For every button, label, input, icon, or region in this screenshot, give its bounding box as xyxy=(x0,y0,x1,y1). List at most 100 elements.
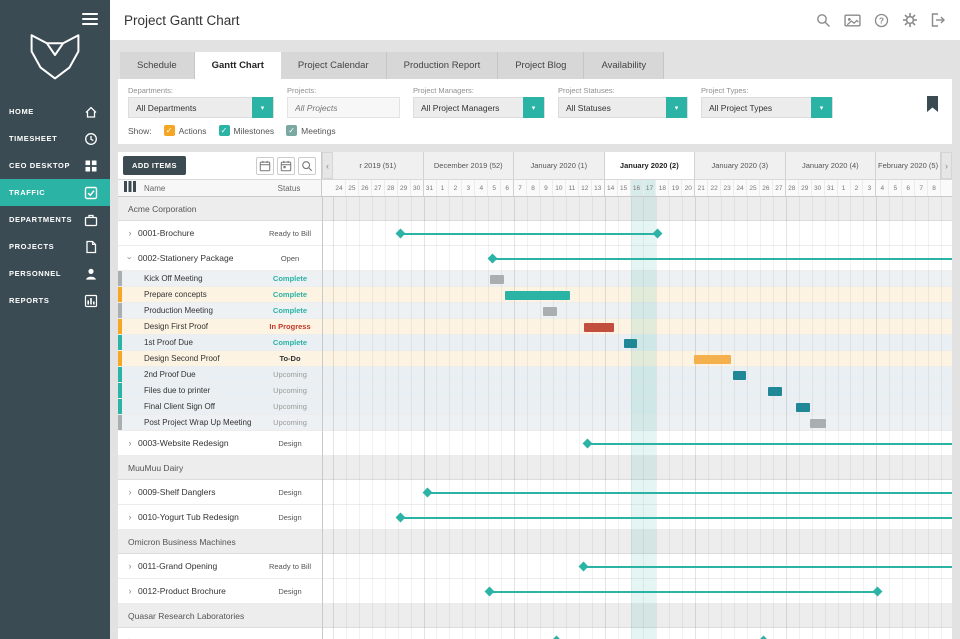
project-row[interactable]: › 0009-Shelf Danglers Design xyxy=(118,480,952,505)
tab-project-blog[interactable]: Project Blog xyxy=(498,52,585,79)
project-statuses-select[interactable]: All Statuses ▾ xyxy=(558,97,688,118)
columns-icon[interactable] xyxy=(124,179,136,197)
type-strip xyxy=(118,335,122,350)
gantt-bar[interactable] xyxy=(505,290,570,300)
collapse-icon[interactable]: › xyxy=(125,256,135,260)
week-header-cell[interactable]: January 2020 (4) xyxy=(785,152,877,179)
expand-icon[interactable]: › xyxy=(128,512,132,522)
project-row[interactable]: › 0003-Website Redesign Design xyxy=(118,431,952,456)
tab-schedule[interactable]: Schedule xyxy=(120,52,195,79)
task-row[interactable]: 2nd Proof Due Upcoming xyxy=(118,367,952,383)
help-icon[interactable]: ? xyxy=(874,13,889,28)
departments-select[interactable]: All Departments ▾ xyxy=(128,97,274,118)
gantt-bar-line[interactable] xyxy=(489,590,878,593)
sidebar-item-traffic[interactable]: TRAFFIC xyxy=(0,179,110,206)
row-name: 0009-Shelf Danglers xyxy=(138,487,216,497)
project-managers-select[interactable]: All Project Managers ▾ xyxy=(413,97,545,118)
gantt-bar-line[interactable] xyxy=(492,257,952,260)
show-milestones-checkbox[interactable]: ✓ Milestones xyxy=(218,125,274,136)
gantt-bar-line[interactable] xyxy=(583,565,952,568)
day-header-cell: 27 xyxy=(372,180,385,196)
gantt-bar[interactable] xyxy=(796,402,811,412)
week-header-cell[interactable]: February 2020 (5) xyxy=(876,152,942,179)
task-row[interactable]: Post Project Wrap Up Meeting Upcoming xyxy=(118,415,952,431)
task-row[interactable]: Design Second Proof To-Do xyxy=(118,351,952,367)
bookmark-button[interactable] xyxy=(925,95,940,116)
day-header-cell: 29 xyxy=(799,180,812,196)
scroll-left-icon[interactable]: ‹ xyxy=(322,152,333,179)
gantt-bar[interactable] xyxy=(732,370,746,380)
tab-availability[interactable]: Availability xyxy=(584,52,665,79)
expand-icon[interactable]: › xyxy=(128,586,132,596)
gantt-bar[interactable] xyxy=(767,386,782,396)
expand-icon[interactable]: › xyxy=(122,635,138,639)
add-items-button[interactable]: ADD ITEMS xyxy=(123,156,186,175)
gantt-bar[interactable] xyxy=(542,306,557,316)
expand-icon[interactable]: › xyxy=(128,487,132,497)
project-row[interactable]: › 0001-Brochure Ready to Bill xyxy=(118,221,952,246)
project-row[interactable]: › 0012-Product Brochure Design xyxy=(118,579,952,604)
projects-input[interactable] xyxy=(287,97,400,118)
gallery-icon[interactable] xyxy=(844,13,861,28)
task-row[interactable]: Prepare concepts Complete xyxy=(118,287,952,303)
task-row[interactable]: Final Client Sign Off Upcoming xyxy=(118,399,952,415)
gantt-bar[interactable] xyxy=(489,274,504,284)
show-meetings-checkbox[interactable]: ✓ Meetings xyxy=(286,125,336,136)
row-name: Design First Proof xyxy=(144,322,209,331)
sidebar-item-personnel[interactable]: PERSONNEL xyxy=(0,260,110,287)
project-row[interactable]: › 0002-Stationery Package Open xyxy=(118,246,952,271)
sidebar-item-departments[interactable]: DEPARTMENTS xyxy=(0,206,110,233)
sidebar-item-timesheet[interactable]: TIMESHEET xyxy=(0,125,110,152)
project-row[interactable]: › 0010-Yogurt Tub Redesign Design xyxy=(118,505,952,530)
zoom-icon[interactable] xyxy=(298,156,316,175)
task-row[interactable]: Design First Proof In Progress xyxy=(118,319,952,335)
tab-production-report[interactable]: Production Report xyxy=(386,52,499,79)
gantt-bar-line[interactable] xyxy=(587,442,952,445)
sidebar-item-ceo-desktop[interactable]: CEO DESKTOP xyxy=(0,152,110,179)
week-header-cell[interactable]: r 2019 (51) xyxy=(333,152,424,179)
type-strip xyxy=(118,367,122,382)
sidebar-item-home[interactable]: HOME xyxy=(0,98,110,125)
tab-bar: Schedule Gantt Chart Project Calendar Produ… xyxy=(120,52,952,79)
task-row[interactable]: 1st Proof Due Complete xyxy=(118,335,952,351)
project-row[interactable]: › 0011-Grand Opening Ready to Bill xyxy=(118,554,952,579)
calendar-icon[interactable] xyxy=(256,156,274,175)
hamburger-menu-icon[interactable] xyxy=(82,10,98,28)
expand-icon[interactable]: › xyxy=(128,438,132,448)
project-types-select[interactable]: All Project Types ▾ xyxy=(701,97,833,118)
search-icon[interactable] xyxy=(816,13,831,28)
day-header-cell: 22 xyxy=(708,180,722,196)
task-row[interactable]: Files due to printer Upcoming xyxy=(118,383,952,399)
task-row[interactable]: Kick Off Meeting Complete xyxy=(118,271,952,287)
show-actions-checkbox[interactable]: ✓ Actions xyxy=(163,125,207,136)
gantt-bar[interactable] xyxy=(624,338,637,348)
week-header-cell[interactable]: January 2020 (3) xyxy=(695,152,786,179)
logout-icon[interactable] xyxy=(931,13,946,27)
sidebar-item-reports[interactable]: REPORTS xyxy=(0,287,110,314)
tab-gantt-chart[interactable]: Gantt Chart xyxy=(194,52,281,79)
calendar-day-icon[interactable] xyxy=(277,156,295,175)
gantt-bar[interactable] xyxy=(810,418,826,428)
gantt-bar[interactable] xyxy=(583,322,614,332)
gantt-bar-line[interactable] xyxy=(400,232,658,235)
gantt-bar-line[interactable] xyxy=(427,491,952,494)
gantt-bar[interactable] xyxy=(693,354,732,364)
week-header-cell[interactable]: January 2020 (1) xyxy=(514,152,605,179)
settings-icon[interactable] xyxy=(902,12,918,28)
sidebar-item-projects[interactable]: PROJECTS xyxy=(0,233,110,260)
task-row[interactable]: Production Meeting Complete xyxy=(118,303,952,319)
sidebar-item-label: PERSONNEL xyxy=(9,269,62,278)
day-header-cell: 9 xyxy=(540,180,553,196)
project-row[interactable]: › xyxy=(118,628,952,639)
row-name: 2nd Proof Due xyxy=(144,370,196,379)
expand-icon[interactable]: › xyxy=(128,228,132,238)
day-header-cell: 26 xyxy=(359,180,372,196)
gantt-bar-line[interactable] xyxy=(400,516,952,519)
week-header-cell[interactable]: December 2019 (52) xyxy=(423,152,515,179)
week-header-cell[interactable]: January 2020 (2) xyxy=(604,152,696,179)
tab-project-calendar[interactable]: Project Calendar xyxy=(280,52,387,79)
scroll-right-icon[interactable]: › xyxy=(941,152,952,179)
content-area: Schedule Gantt Chart Project Calendar Produ… xyxy=(110,40,960,639)
day-header-cell: 5 xyxy=(488,180,502,196)
expand-icon[interactable]: › xyxy=(128,561,132,571)
